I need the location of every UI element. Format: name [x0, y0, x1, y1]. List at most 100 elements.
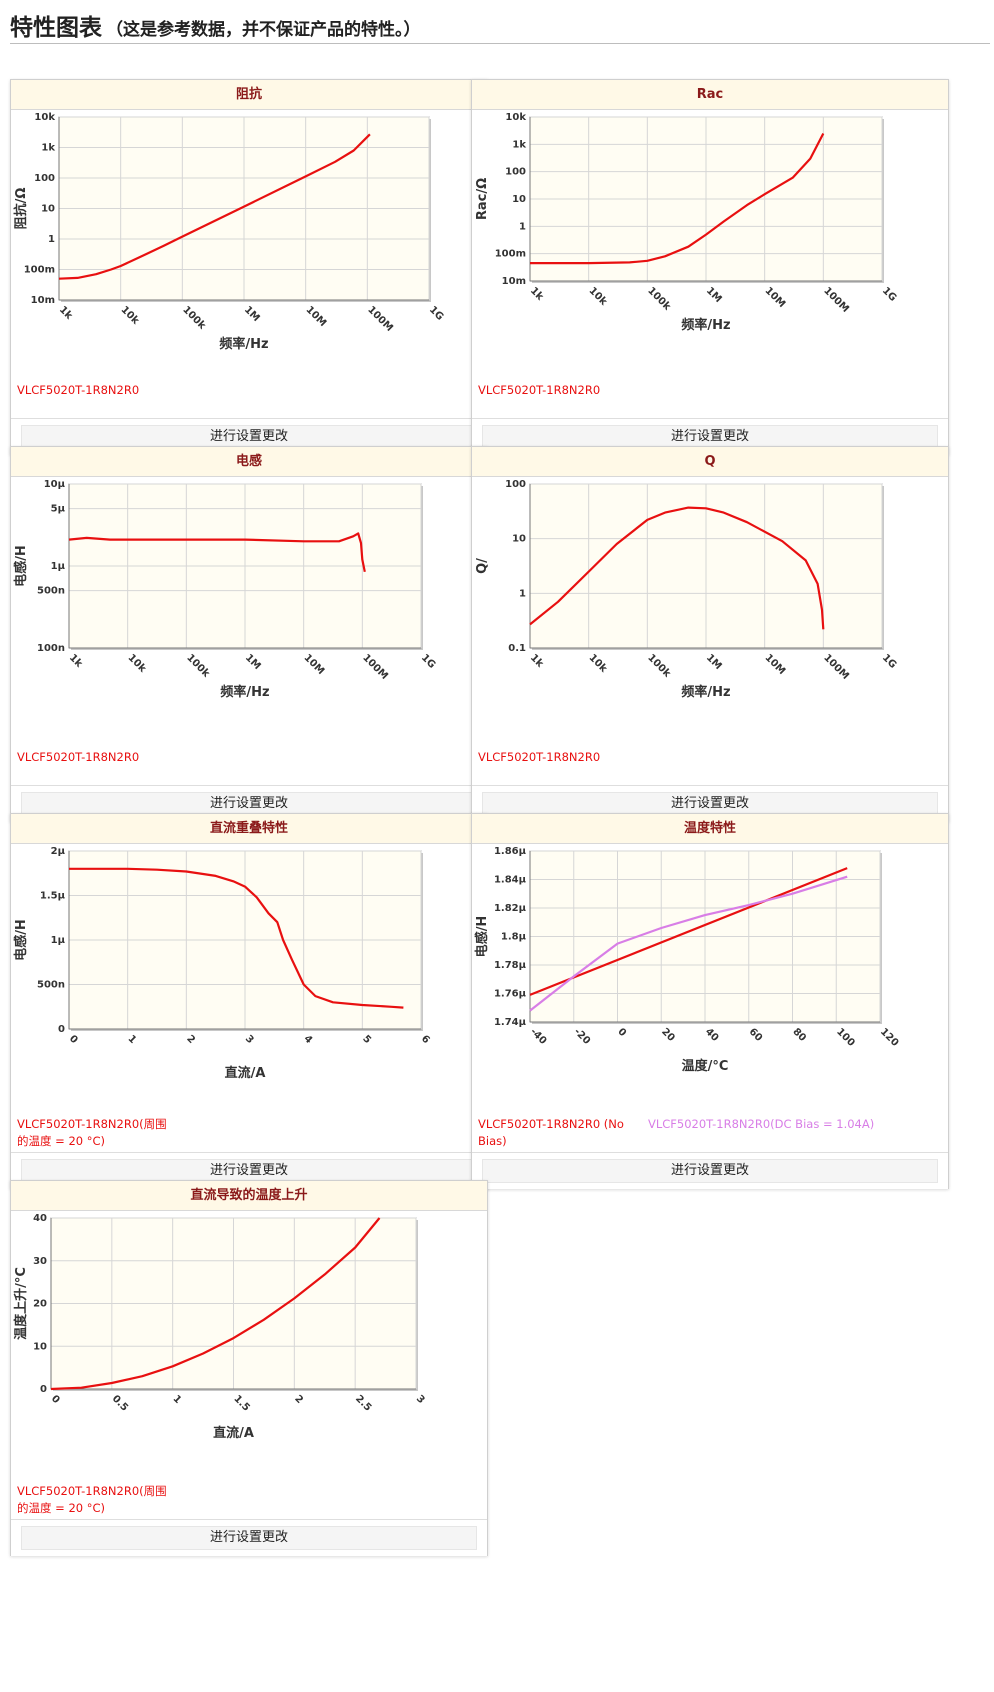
- y-tick-label: 10: [512, 194, 526, 205]
- x-tick-label: 4: [302, 1033, 315, 1046]
- y-axis-label: 电感/H: [474, 916, 490, 958]
- y-axis-label: 温度上升/°C: [13, 1267, 29, 1340]
- y-tick-label: 1µ: [51, 561, 66, 572]
- change-settings-button[interactable]: 进行设置更改: [21, 1526, 477, 1550]
- panel-title: 电感: [11, 447, 487, 477]
- x-axis-label: 直流/A: [213, 1425, 254, 1441]
- chart-legend: VLCF5020T-1R8N2R0: [478, 382, 942, 399]
- legend-item: VLCF5020T-1R8N2R0(周围的温度 = 20 °C): [17, 1117, 167, 1148]
- x-tick-label: 1M: [242, 304, 262, 324]
- series-line: [69, 867, 404, 1009]
- x-tick-label: 1: [171, 1393, 184, 1406]
- dc-bias-chart-panel: 直流重叠特性 0 500n 1µ 1.5µ 2µ 0 1 2 3 4 5 6 直流/A 电感/H VLCF…: [10, 813, 488, 1189]
- panel-title: Rac: [472, 80, 948, 110]
- temperature-rise-chart: 0 10 20 30 40 0 0.5 1 1.5 2 2.5 3 直流/A 温度上升/°C: [13, 1213, 427, 1441]
- legend-item: VLCF5020T-1R8N2R0: [478, 750, 601, 764]
- x-tick-label: 100M: [360, 652, 390, 682]
- y-tick-label: 1.5µ: [40, 891, 66, 902]
- chart-legend: VLCF5020T-1R8N2R0(周围的温度 = 20 °C): [17, 1116, 481, 1150]
- x-tick-label: 5: [360, 1033, 373, 1046]
- panel-title: 阻抗: [11, 80, 487, 110]
- y-tick-label: 1.84µ: [494, 875, 527, 886]
- y-axis-label: Rac/Ω: [475, 178, 490, 220]
- y-tick-label: 10: [33, 1341, 47, 1352]
- x-tick-label: 0: [67, 1033, 80, 1046]
- change-settings-button[interactable]: 进行设置更改: [21, 1159, 477, 1183]
- x-tick-label: -20: [572, 1026, 593, 1047]
- x-tick-label: 10M: [763, 285, 788, 310]
- chart-area: 10m 100m 1 10 100 1k 10k 1k 10k 100k 1M 10M 100M 1G 频率…: [472, 111, 948, 391]
- y-axis-label: 电感/H: [13, 545, 29, 587]
- x-tick-label: 2: [184, 1033, 197, 1046]
- y-tick-label: 10m: [502, 276, 526, 287]
- change-settings-button[interactable]: 进行设置更改: [21, 425, 477, 449]
- chart-legend: VLCF5020T-1R8N2R0: [478, 749, 942, 766]
- x-tick-label: 1G: [427, 304, 446, 323]
- x-axis-label: 频率/Hz: [220, 684, 269, 700]
- x-tick-label: 3: [414, 1393, 427, 1406]
- panel-title: 直流重叠特性: [11, 814, 487, 844]
- temperature-rise-chart-panel: 直流导致的温度上升 0 10 20 30 40 0 0.5 1 1.5 2 2.5 3 直流/A 温度上升…: [10, 1180, 488, 1556]
- x-tick-label: 0.5: [110, 1393, 130, 1413]
- chart-legend: VLCF5020T-1R8N2R0: [17, 382, 481, 399]
- y-tick-label: 500n: [37, 586, 65, 597]
- chart-area: 0.1 1 10 100 1k 10k 100k 1M 10M 100M 1G 频率/Hz Q/: [472, 478, 948, 758]
- panel-footer: 进行设置更改: [472, 1152, 948, 1189]
- rac-chart-panel: Rac 10m 100m 1 10 100 1k 10k 1k 10k 100k 1M 10M 100M…: [471, 79, 949, 455]
- x-tick-label: 1k: [528, 652, 546, 670]
- panel-title: 直流导致的温度上升: [11, 1181, 487, 1211]
- legend-item: VLCF5020T-1R8N2R0(DC Bias = 1.04A): [648, 1117, 875, 1131]
- x-tick-label: 80: [790, 1026, 808, 1044]
- temperature-chart-panel: 温度特性 1.74µ 1.76µ 1.78µ 1.8µ 1.82µ 1.84µ 1.86µ -…: [471, 813, 949, 1189]
- page-header: 特性图表 （这是参考数据，并不保证产品的特性。）: [10, 8, 990, 44]
- y-tick-label: 10: [512, 534, 526, 545]
- x-tick-label: 3: [243, 1033, 256, 1046]
- x-tick-label: 10M: [302, 652, 327, 677]
- x-tick-label: 100: [834, 1026, 857, 1049]
- chart-legend: VLCF5020T-1R8N2R0 (No Bias) VLCF5020T-1R…: [478, 1116, 942, 1150]
- x-tick-label: 1.5: [231, 1393, 251, 1413]
- y-tick-label: 1.86µ: [494, 846, 527, 857]
- y-tick-label: 100: [505, 479, 526, 490]
- y-tick-label: 10k: [34, 112, 55, 123]
- y-tick-label: 10µ: [44, 479, 66, 490]
- x-tick-label: 1k: [57, 304, 75, 322]
- x-axis-label: 直流/A: [225, 1065, 266, 1081]
- chart-area: 0 500n 1µ 1.5µ 2µ 0 1 2 3 4 5 6 直流/A 电感/H: [11, 845, 487, 1125]
- y-tick-label: 100n: [37, 643, 65, 654]
- x-tick-label: 100M: [365, 304, 395, 334]
- chart-area: 100n 500n 1µ 5µ 10µ 1k 10k 100k 1M 10M 100M 1G 频率/Hz…: [11, 478, 487, 758]
- x-tick-label: 100k: [645, 652, 672, 679]
- series-line: [530, 132, 825, 265]
- y-tick-label: 0: [58, 1024, 65, 1035]
- inductance-chart-panel: 电感 100n 500n 1µ 5µ 10µ 1k 10k 100k 1M 10M 100M 1G 频率…: [10, 446, 488, 822]
- impedance-chart: 10m 100m 1 10 100 1k 10k 1k 10k 100k 1M 10M 100M 1G 频率…: [13, 112, 446, 352]
- y-tick-label: 30: [33, 1256, 47, 1267]
- y-tick-label: 1.76µ: [494, 989, 527, 1000]
- x-tick-label: 10k: [587, 652, 610, 675]
- y-tick-label: 10k: [505, 112, 526, 123]
- y-tick-label: 1: [48, 234, 55, 245]
- y-tick-label: 100m: [24, 265, 55, 276]
- y-tick-label: 1.82µ: [494, 903, 527, 914]
- temperature-chart: 1.74µ 1.76µ 1.78µ 1.8µ 1.82µ 1.84µ 1.86µ -40 -20…: [474, 846, 901, 1074]
- y-tick-label: 100: [34, 173, 55, 184]
- x-axis-label: 温度/°C: [682, 1058, 729, 1074]
- x-tick-label: 10M: [304, 304, 329, 329]
- inductance-chart: 100n 500n 1µ 5µ 10µ 1k 10k 100k 1M 10M 100M 1G 频率/Hz…: [13, 479, 437, 700]
- y-tick-label: 0.1: [508, 643, 526, 654]
- x-tick-label: 120: [878, 1026, 901, 1049]
- panel-title: 温度特性: [472, 814, 948, 844]
- x-tick-label: 2: [292, 1393, 305, 1406]
- series-line: [529, 506, 825, 630]
- change-settings-button[interactable]: 进行设置更改: [21, 792, 477, 816]
- x-axis-label: 频率/Hz: [681, 684, 730, 700]
- change-settings-button[interactable]: 进行设置更改: [482, 792, 938, 816]
- x-tick-label: 100k: [184, 652, 211, 679]
- panel-footer: 进行设置更改: [11, 1519, 487, 1556]
- change-settings-button[interactable]: 进行设置更改: [482, 1159, 938, 1183]
- chart-legend: VLCF5020T-1R8N2R0: [17, 749, 481, 766]
- y-tick-label: 5µ: [51, 504, 66, 515]
- y-axis-label: 电感/H: [13, 919, 29, 961]
- y-tick-label: 1.8µ: [501, 932, 527, 943]
